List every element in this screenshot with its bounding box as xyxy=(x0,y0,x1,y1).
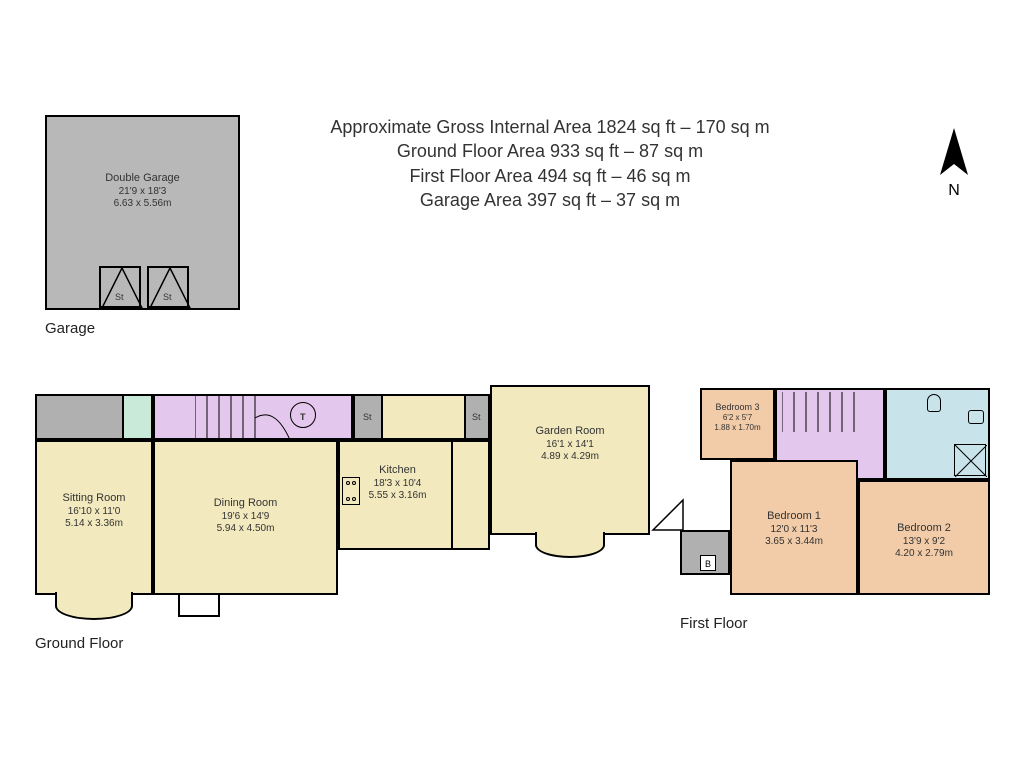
bedroom1: Bedroom 1 12'0 x 11'3 3.65 x 3.44m xyxy=(730,460,858,595)
ground-utility: St St xyxy=(353,394,490,440)
kitchen-ext xyxy=(453,440,490,550)
ground-label: Ground Floor xyxy=(35,635,123,652)
garage-st1: St xyxy=(115,292,124,302)
ground-st1: St xyxy=(363,412,372,422)
bedroom3: Bedroom 3 6'2 x 5'7 1.88 x 1.70m xyxy=(700,388,775,460)
garage-dims-ft: 21'9 x 18'3 xyxy=(47,186,238,199)
dining-ft: 19'6 x 14'9 xyxy=(155,511,336,524)
bed3-m: 1.88 x 1.70m xyxy=(702,423,773,433)
first-label: First Floor xyxy=(680,615,748,632)
garage-room: Double Garage 21'9 x 18'3 6.63 x 5.56m S… xyxy=(45,115,240,310)
kitchen-m: 5.55 x 3.16m xyxy=(355,490,440,503)
bed2-ft: 13'9 x 9'2 xyxy=(860,536,988,549)
bed1-m: 3.65 x 3.44m xyxy=(732,536,856,549)
compass-n-label: N xyxy=(948,182,960,199)
ground-hall: T xyxy=(153,394,353,440)
bedroom2: Bedroom 2 13'9 x 9'2 4.20 x 2.79m xyxy=(858,480,990,595)
bed3-name: Bedroom 3 xyxy=(702,402,773,413)
garden-bay xyxy=(535,532,605,558)
ground-wc xyxy=(122,394,153,440)
garage-dims-m: 6.63 x 5.56m xyxy=(47,198,238,211)
first-bathroom xyxy=(885,388,990,480)
sitting-ft: 16'10 x 11'0 xyxy=(37,506,151,519)
garage-st2: St xyxy=(163,292,172,302)
bed1-name: Bedroom 1 xyxy=(732,510,856,524)
sitting-m: 5.14 x 3.36m xyxy=(37,518,151,531)
dining-room: Dining Room 19'6 x 14'9 5.94 x 4.50m xyxy=(153,440,338,595)
ground-entry xyxy=(35,394,122,440)
garden-m: 4.89 x 4.29m xyxy=(492,451,648,464)
garage-name: Double Garage xyxy=(47,172,238,186)
sitting-name: Sitting Room xyxy=(37,492,151,506)
ground-st2: St xyxy=(472,412,481,422)
garage-label: Garage xyxy=(45,320,95,337)
first-b-marker: B xyxy=(700,555,716,571)
kitchen-name: Kitchen xyxy=(355,464,440,478)
ground-area-line: Ground Floor Area 933 sq ft – 87 sq m xyxy=(270,139,830,163)
first-area-line: First Floor Area 494 sq ft – 46 sq m xyxy=(270,164,830,188)
sitting-room: Sitting Room 16'10 x 11'0 5.14 x 3.36m xyxy=(35,440,153,595)
gross-area-line: Approximate Gross Internal Area 1824 sq … xyxy=(270,115,830,139)
area-summary: Approximate Gross Internal Area 1824 sq … xyxy=(270,115,830,212)
kitchen-ft: 18'3 x 10'4 xyxy=(355,478,440,491)
garden-name: Garden Room xyxy=(492,425,648,439)
dining-name: Dining Room xyxy=(155,497,336,511)
garden-room: Garden Room 16'1 x 14'1 4.89 x 4.29m xyxy=(490,385,650,535)
bed1-ft: 12'0 x 11'3 xyxy=(732,524,856,537)
bed2-m: 4.20 x 2.79m xyxy=(860,548,988,561)
bed3-ft: 6'2 x 5'7 xyxy=(702,413,773,423)
garage-area-line: Garage Area 397 sq ft – 37 sq m xyxy=(270,188,830,212)
kitchen-room: Kitchen 18'3 x 10'4 5.55 x 3.16m xyxy=(338,440,453,550)
compass-icon: N xyxy=(924,120,984,200)
dining-m: 5.94 x 4.50m xyxy=(155,523,336,536)
garden-ft: 16'1 x 14'1 xyxy=(492,439,648,452)
bed2-name: Bedroom 2 xyxy=(860,522,988,536)
sitting-bay xyxy=(55,592,133,620)
